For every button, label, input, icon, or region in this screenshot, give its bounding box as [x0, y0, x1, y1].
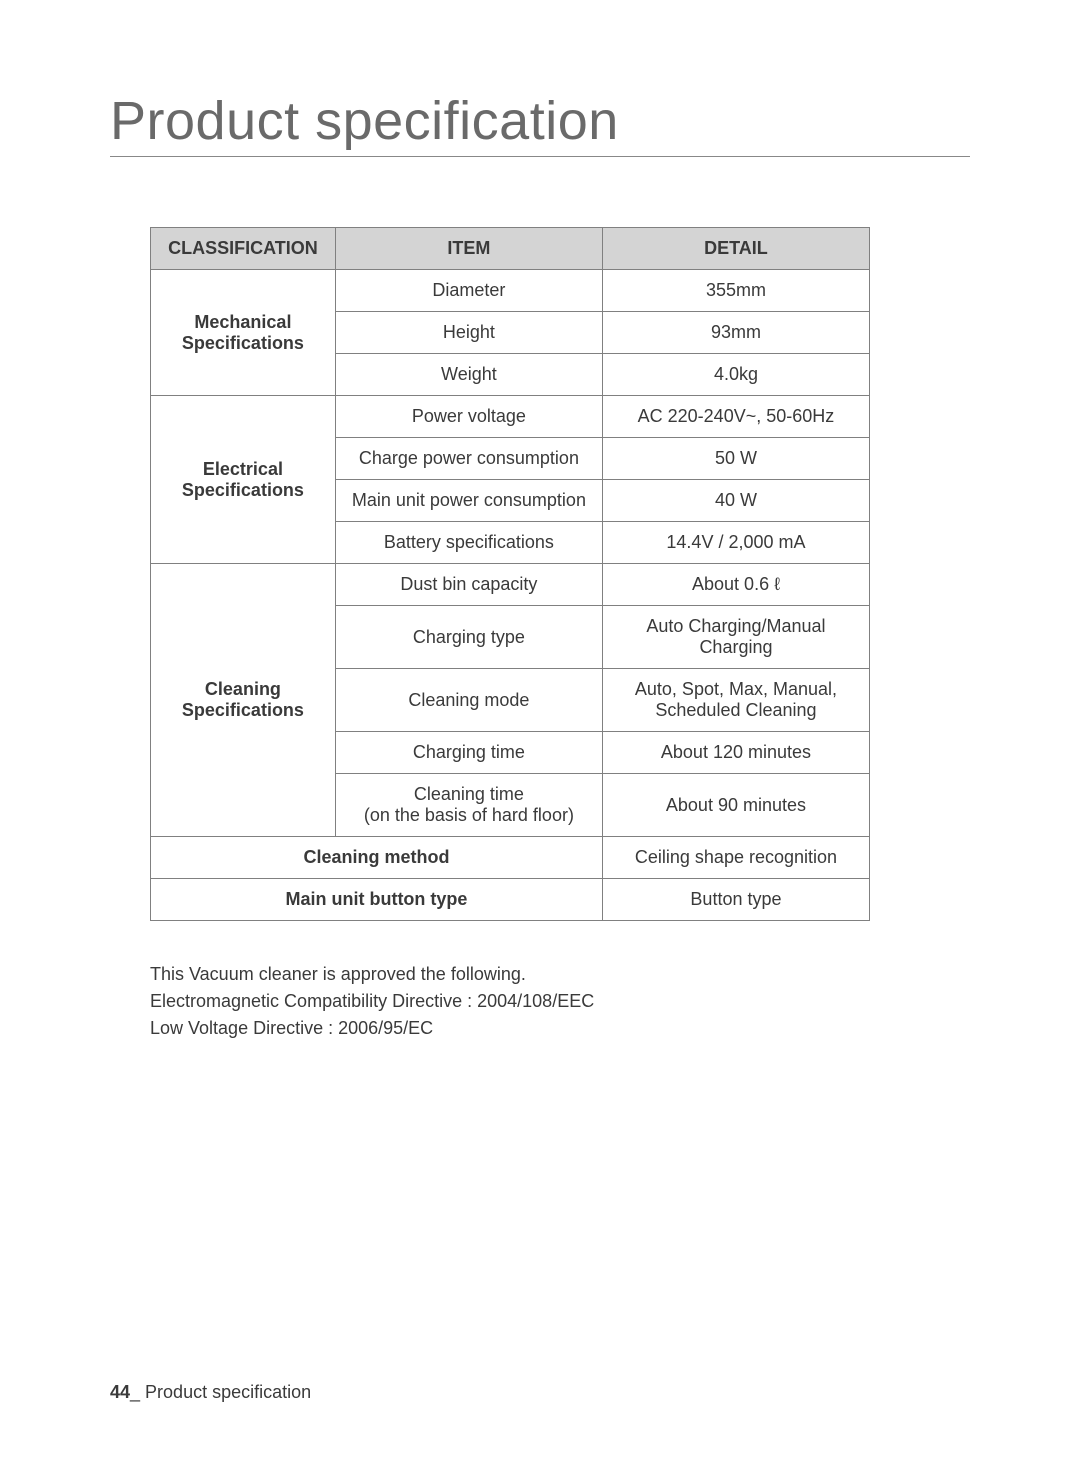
section-electrical: Electrical Specifications [151, 396, 336, 564]
table-row: Cleaning Specifications Dust bin capacit… [151, 564, 870, 606]
item-cell: Weight [335, 354, 602, 396]
detail-cell: Auto Charging/Manual Charging [602, 606, 869, 669]
detail-cell: About 90 minutes [602, 774, 869, 837]
footer-underscore: _ [130, 1382, 140, 1402]
item-cell: Main unit power consumption [335, 480, 602, 522]
table-row: Mechanical Specifications Diameter 355mm [151, 270, 870, 312]
specification-table: CLASSIFICATION ITEM DETAIL Mechanical Sp… [150, 227, 870, 921]
page-footer: 44_ Product specification [110, 1382, 311, 1403]
item-cell: Height [335, 312, 602, 354]
section-button-type: Main unit button type [151, 879, 603, 921]
note-line: This Vacuum cleaner is approved the foll… [150, 961, 970, 988]
item-cell: Charge power consumption [335, 438, 602, 480]
detail-cell: 4.0kg [602, 354, 869, 396]
item-cell: Battery specifications [335, 522, 602, 564]
detail-cell: 50 W [602, 438, 869, 480]
section-mechanical: Mechanical Specifications [151, 270, 336, 396]
header-classification: CLASSIFICATION [151, 228, 336, 270]
table-row: Cleaning method Ceiling shape recognitio… [151, 837, 870, 879]
item-cell: Dust bin capacity [335, 564, 602, 606]
item-cell: Power voltage [335, 396, 602, 438]
table-row: Electrical Specifications Power voltage … [151, 396, 870, 438]
section-cleaning-method: Cleaning method [151, 837, 603, 879]
page-number: 44 [110, 1382, 130, 1402]
page-title: Product specification [110, 90, 970, 157]
detail-cell: Auto, Spot, Max, Manual, Scheduled Clean… [602, 669, 869, 732]
detail-cell: About 120 minutes [602, 732, 869, 774]
header-detail: DETAIL [602, 228, 869, 270]
item-cell: Diameter [335, 270, 602, 312]
item-cell: Charging type [335, 606, 602, 669]
detail-cell: Ceiling shape recognition [602, 837, 869, 879]
approval-notes: This Vacuum cleaner is approved the foll… [150, 961, 970, 1042]
detail-cell: AC 220-240V~, 50-60Hz [602, 396, 869, 438]
table-row: Main unit button type Button type [151, 879, 870, 921]
note-line: Low Voltage Directive : 2006/95/EC [150, 1015, 970, 1042]
detail-cell: About 0.6 ℓ [602, 564, 869, 606]
item-cell: Cleaning mode [335, 669, 602, 732]
table-header-row: CLASSIFICATION ITEM DETAIL [151, 228, 870, 270]
header-item: ITEM [335, 228, 602, 270]
note-line: Electromagnetic Compatibility Directive … [150, 988, 970, 1015]
section-cleaning: Cleaning Specifications [151, 564, 336, 837]
detail-cell: 40 W [602, 480, 869, 522]
item-cell: Cleaning time(on the basis of hard floor… [335, 774, 602, 837]
footer-section: Product specification [140, 1382, 311, 1402]
detail-cell: 355mm [602, 270, 869, 312]
detail-cell: Button type [602, 879, 869, 921]
item-cell: Charging time [335, 732, 602, 774]
detail-cell: 14.4V / 2,000 mA [602, 522, 869, 564]
detail-cell: 93mm [602, 312, 869, 354]
